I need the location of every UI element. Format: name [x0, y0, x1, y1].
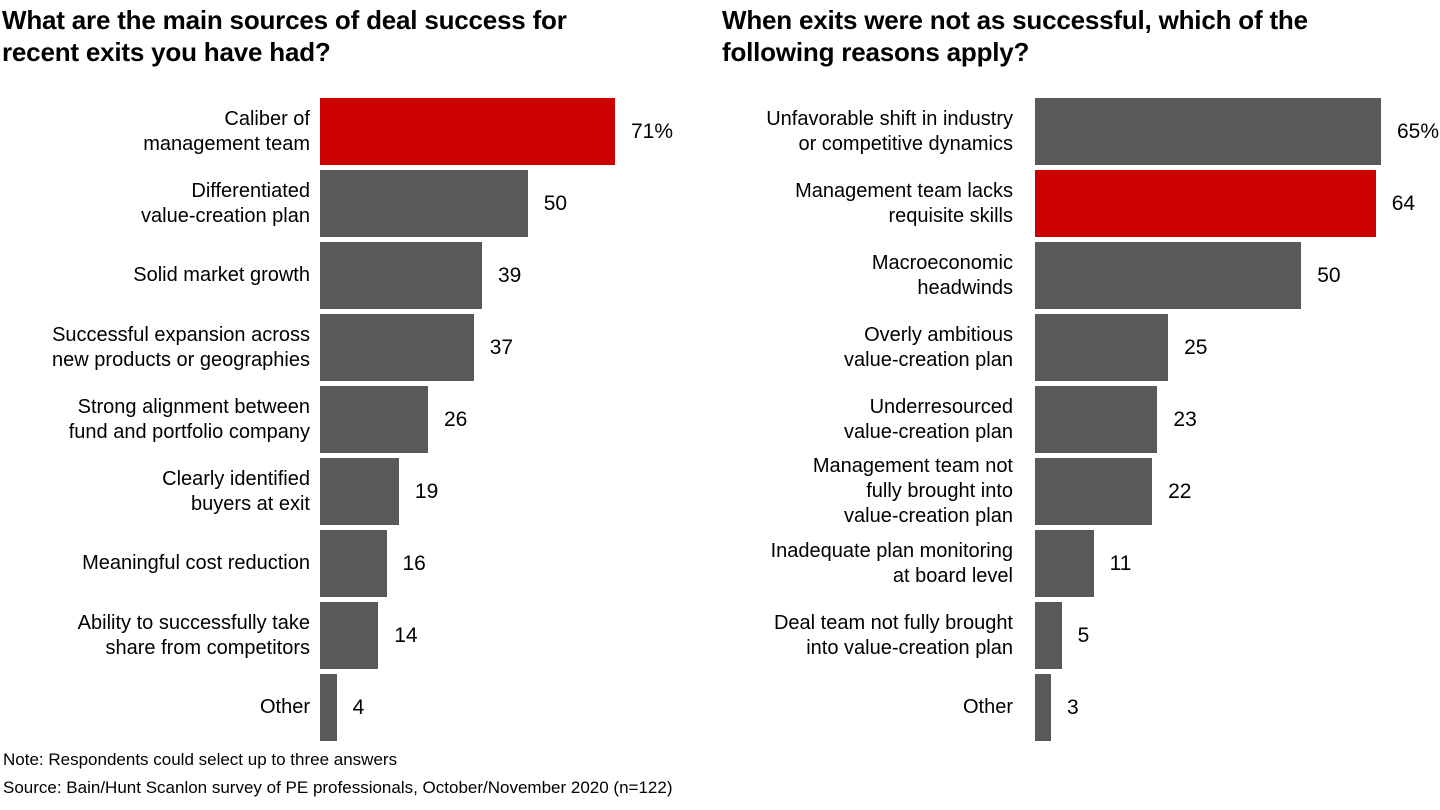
category-label: Unfavorable shift in industry or competi… [766, 107, 1013, 155]
category-label: Other [962, 696, 1013, 718]
bar-row: Macroeconomic headwinds 50 [720, 242, 1440, 309]
bar-highlighted [320, 98, 615, 165]
bar-row: Successful expansion across new products… [0, 314, 690, 381]
value-label: 37 [489, 335, 514, 359]
category-label: Underresourced value-creation plan [844, 395, 1013, 443]
bar-row: Unfavorable shift in industry or competi… [720, 98, 1440, 165]
bar [320, 602, 379, 669]
category-label: Successful expansion across new products… [52, 323, 310, 371]
value-label: 71% [631, 119, 674, 143]
category-label: Strong alignment between fund and portfo… [68, 395, 310, 443]
bar-row: Ability to successfully take share from … [0, 602, 690, 669]
bar-row: Clearly identified buyers at exit 19 [0, 458, 690, 525]
bar-row: Management team lacks requisite skills 64 [720, 170, 1440, 237]
category-label: Ability to successfully take share from … [77, 611, 310, 659]
bar-row: Differentiated value-creation plan 50 [0, 170, 690, 237]
bar-rows-left: Caliber of management team 71% Differentia… [0, 98, 690, 741]
category-label: Caliber of management team [143, 107, 310, 155]
bar-row: Other 3 [720, 674, 1440, 741]
value-label: 26 [444, 407, 468, 431]
bar [1035, 458, 1153, 525]
bar-row: Underresourced value-creation plan 23 [720, 386, 1440, 453]
bar [320, 530, 387, 597]
bar [320, 314, 474, 381]
value-label: 65% [1397, 119, 1440, 143]
bar [1035, 530, 1094, 597]
chart-exit-failure-reasons: When exits were not as successful, which… [720, 0, 1440, 746]
bar [320, 170, 528, 237]
value-label: 14 [394, 623, 418, 647]
bar [1035, 314, 1169, 381]
bar [1035, 98, 1381, 165]
value-label: 11 [1109, 551, 1132, 575]
bar-row: Deal team not fully brought into value-c… [720, 602, 1440, 669]
bar [1035, 602, 1062, 669]
value-label: 3 [1067, 695, 1079, 719]
value-label: 4 [352, 695, 365, 719]
bar-row: Overly ambitious value-creation plan 25 [720, 314, 1440, 381]
chart-title-left: What are the main sources of deal succes… [2, 5, 567, 67]
bar [320, 674, 337, 741]
category-label: Solid market growth [133, 264, 310, 286]
category-label: Management team not fully brought into v… [812, 455, 1013, 527]
bar-rows-right: Unfavorable shift in industry or competi… [720, 98, 1440, 741]
category-label: Overly ambitious value-creation plan [844, 323, 1013, 371]
bar-row: Caliber of management team 71% [0, 98, 690, 165]
bar [320, 386, 428, 453]
bar [1035, 674, 1051, 741]
value-label: 64 [1391, 191, 1416, 215]
value-label: 50 [543, 191, 568, 215]
value-label: 25 [1184, 335, 1208, 359]
category-label: Macroeconomic headwinds [871, 251, 1013, 299]
category-label: Meaningful cost reduction [82, 552, 310, 574]
value-label: 23 [1173, 407, 1197, 431]
category-label: Deal team not fully brought into value-c… [773, 611, 1013, 659]
value-label: 39 [498, 263, 522, 287]
value-label: 5 [1077, 623, 1090, 647]
footer: Note: Respondents could select up to thr… [3, 746, 673, 802]
bar-row: Other 4 [0, 674, 690, 741]
bar [1035, 242, 1302, 309]
value-label: 19 [414, 479, 439, 503]
bar [320, 242, 482, 309]
category-label: Other [259, 696, 310, 718]
bar-row: Inadequate plan monitoring at board leve… [720, 530, 1440, 597]
value-label: 50 [1317, 263, 1341, 287]
bar-row: Solid market growth 39 [0, 242, 690, 309]
bar-row: Meaningful cost reduction 16 [0, 530, 690, 597]
value-label: 16 [402, 551, 426, 575]
category-label: Differentiated value-creation plan [141, 179, 310, 227]
category-label: Management team lacks requisite skills [795, 179, 1013, 227]
category-label: Inadequate plan monitoring at board leve… [770, 539, 1013, 587]
source-text: Source: Bain/Hunt Scanlon survey of PE p… [3, 778, 673, 797]
bar-row: Management team not fully brought into v… [720, 455, 1440, 527]
charts-row: What are the main sources of deal succes… [0, 0, 1440, 746]
bar-row: Strong alignment between fund and portfo… [0, 386, 690, 453]
bar-highlighted [1035, 170, 1376, 237]
category-label: Clearly identified buyers at exit [162, 467, 310, 515]
chart-deal-success-sources: What are the main sources of deal succes… [0, 0, 690, 746]
chart-title-right: When exits were not as successful, which… [722, 5, 1308, 67]
bar [320, 458, 399, 525]
note-text: Note: Respondents could select up to thr… [3, 750, 398, 769]
value-label: 22 [1168, 479, 1192, 503]
bar [1035, 386, 1158, 453]
